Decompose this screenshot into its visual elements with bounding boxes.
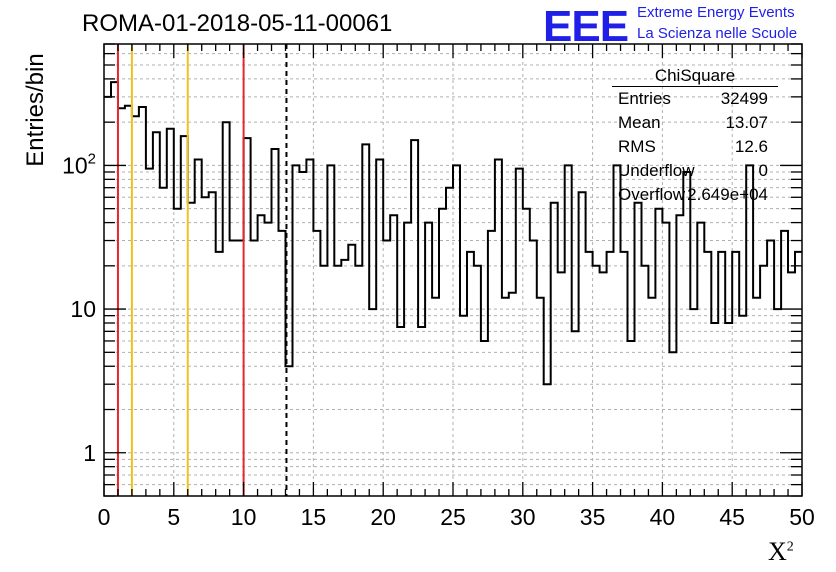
chart-title: ROMA-01-2018-05-11-00061	[82, 10, 393, 37]
histogram-line	[104, 81, 802, 386]
stat-row-overflow: Overflow 2.649e+04	[610, 183, 778, 207]
stat-key: Entries	[618, 89, 671, 108]
stat-key: RMS	[618, 137, 656, 156]
y-tick-label: 102	[62, 150, 96, 178]
stats-title: ChiSquare	[612, 66, 778, 87]
y-tick-label: 1	[83, 440, 96, 466]
x-tick-label: 45	[719, 504, 745, 530]
stat-value: 32499	[720, 89, 768, 108]
x-tick-label: 35	[580, 504, 606, 530]
logo-line1: Extreme Energy Events	[637, 4, 795, 21]
y-axis-label: Entries/bin	[22, 53, 49, 167]
x-axis-label: X2	[768, 537, 794, 566]
stat-value: 2.649e+04	[687, 185, 768, 204]
x-tick-label: 20	[370, 504, 396, 530]
x-tick-label: 30	[510, 504, 536, 530]
x-tick-label: 5	[167, 504, 180, 530]
x-tick-label: 15	[301, 504, 327, 530]
stat-key: Mean	[618, 113, 661, 132]
x-tick-label: 25	[440, 504, 466, 530]
stat-key: Underflow	[618, 161, 695, 180]
stat-row-rms: RMS 12.6	[610, 135, 778, 159]
stat-key: Overflow	[618, 185, 686, 204]
stat-value: 13.07	[725, 113, 768, 132]
y-tick-label: 10	[70, 296, 96, 322]
x-tick-label: 40	[650, 504, 676, 530]
stat-row-entries: Entries 32499	[610, 87, 778, 111]
stat-value: 12.6	[734, 137, 768, 156]
x-tick-label: 50	[789, 504, 815, 530]
stat-row-mean: Mean 13.07	[610, 111, 778, 135]
stat-value: 0	[758, 161, 768, 180]
eee-logo: EEE	[543, 2, 629, 51]
stats-box: ChiSquare Entries 32499 Mean 13.07 RMS 12.6…	[610, 66, 778, 207]
x-tick-label: 0	[98, 504, 111, 530]
logo-line2: La Scienza nelle Scuole	[637, 25, 798, 42]
x-tick-label: 10	[231, 504, 257, 530]
stat-row-underflow: Underflow 0	[610, 159, 778, 183]
